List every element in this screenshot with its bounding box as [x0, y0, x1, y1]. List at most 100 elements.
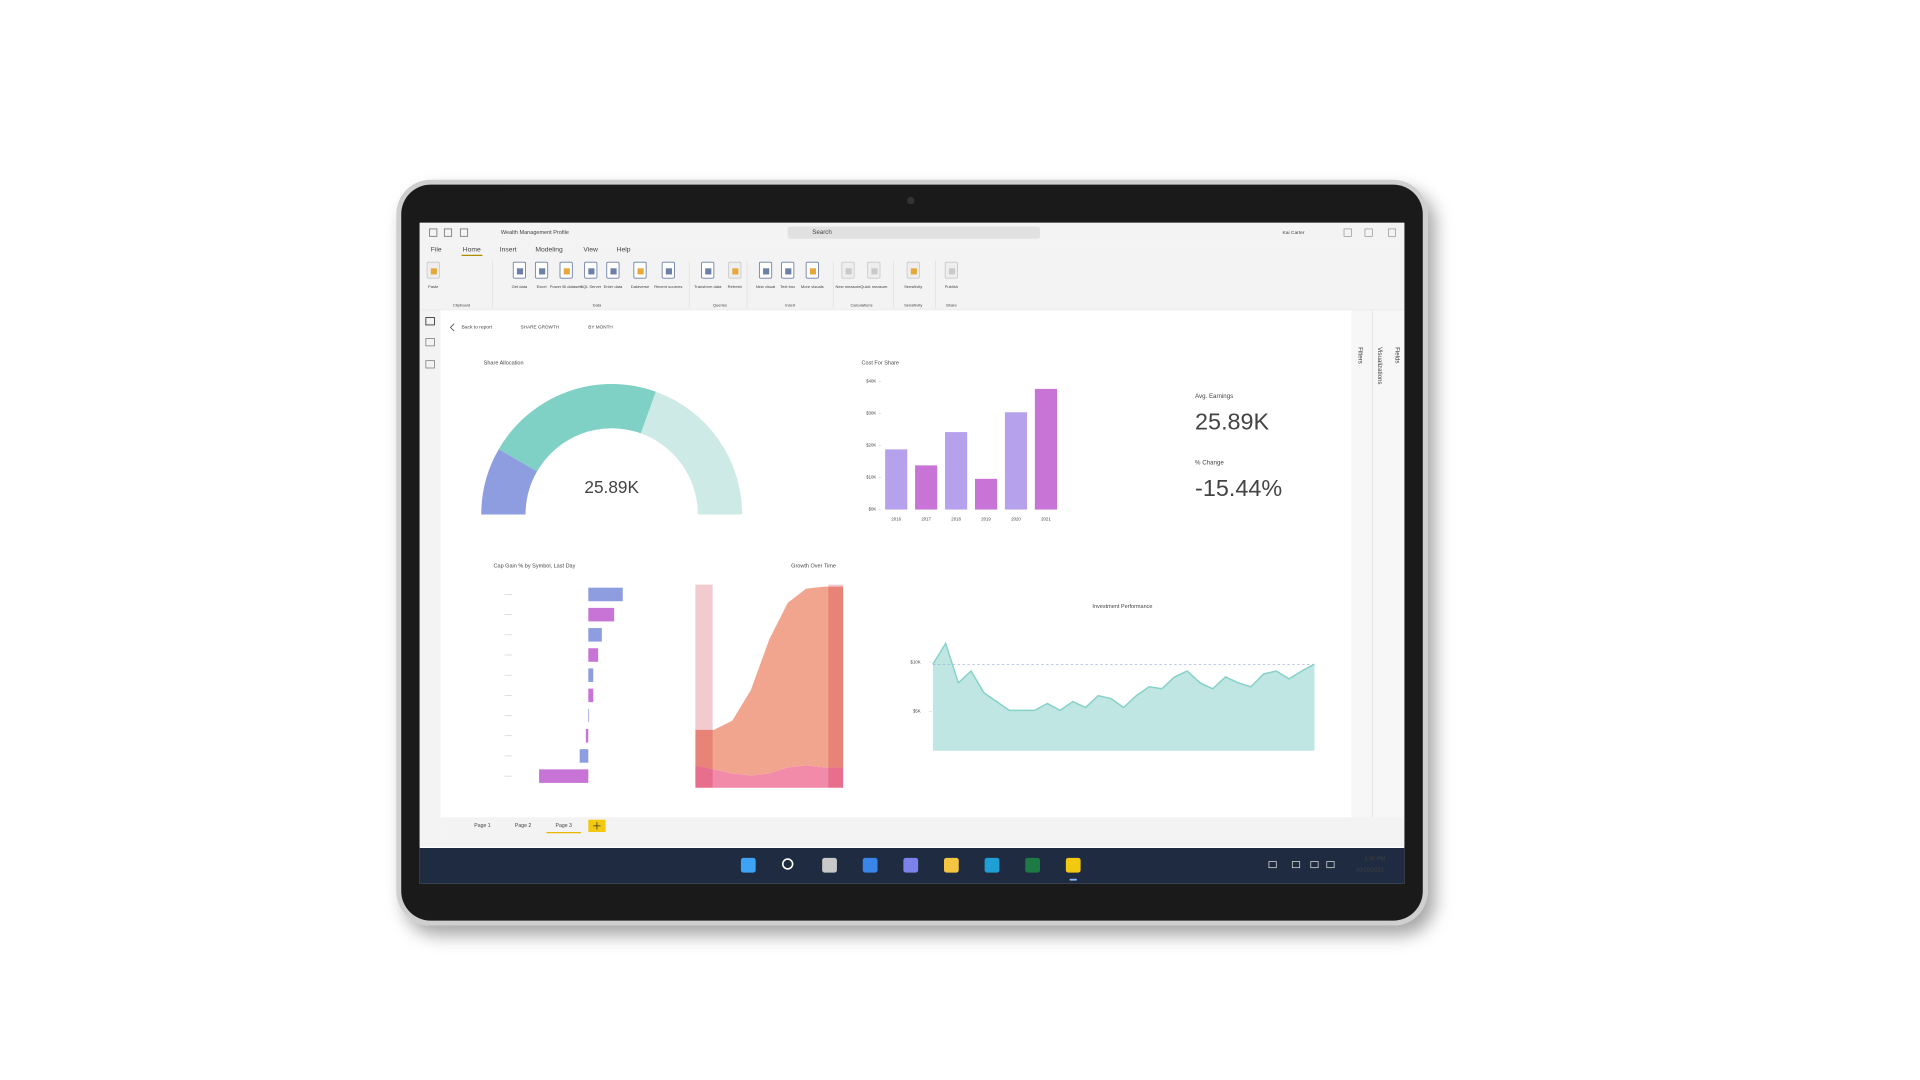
search-placeholder[interactable]: Search — [812, 229, 832, 236]
taskbar-icon-power-bi[interactable] — [1065, 857, 1081, 873]
nav-icon[interactable] — [425, 317, 435, 326]
ribbon-icon-accent — [785, 268, 792, 275]
taskbar-icon-excel[interactable] — [1025, 857, 1040, 873]
y-tick-label: $0K — [869, 507, 877, 512]
bar — [585, 728, 589, 743]
window-title: Wealth Management Profile — [501, 230, 569, 236]
taskbar-icon-explorer[interactable] — [944, 857, 959, 873]
ribbon-group-label: Share — [946, 302, 958, 307]
ribbon-button-label[interactable]: Power BI datasets — [550, 284, 583, 289]
pane-label[interactable]: Fields — [1393, 347, 1400, 363]
page-tab[interactable]: Page 1 — [474, 823, 490, 829]
page-tab-bar — [440, 817, 1405, 847]
kpi-value: 25.89K — [1195, 409, 1269, 435]
taskbar-icon-widgets[interactable] — [862, 857, 878, 873]
bar — [579, 749, 589, 763]
ribbon-button-label[interactable]: Text box — [780, 284, 795, 289]
taskbar-icon-edge[interactable] — [984, 857, 1000, 873]
y-tick-label: $10K — [866, 475, 876, 480]
visual-title: Share Allocation — [484, 361, 524, 367]
window-control[interactable] — [1388, 228, 1396, 237]
ribbon-button-label[interactable]: Recent sources — [654, 284, 682, 289]
taskbar-icon-search[interactable] — [781, 858, 794, 870]
y-tick-label: $20K — [866, 443, 876, 448]
bar — [588, 648, 599, 662]
visual-title: Growth Over Time — [791, 564, 836, 570]
menu-item[interactable]: Help — [617, 247, 631, 254]
search-box[interactable] — [787, 226, 1040, 239]
quick-access-icon[interactable] — [429, 228, 438, 237]
quick-access-icon[interactable] — [443, 228, 453, 237]
window-control[interactable] — [1343, 228, 1352, 237]
ribbon-button-label[interactable]: Refresh — [728, 284, 742, 289]
bar — [974, 478, 998, 510]
pane-label[interactable]: Filters — [1356, 347, 1363, 364]
menu-item[interactable]: Modeling — [535, 247, 563, 254]
active-indicator — [1069, 878, 1077, 881]
menu-item[interactable]: File — [431, 247, 442, 254]
tray-icon[interactable] — [1326, 861, 1335, 869]
ribbon-button-label[interactable]: Enter data — [604, 284, 623, 289]
ribbon-button-label[interactable]: New visual — [756, 284, 776, 289]
x-tick-label: 2016 — [891, 517, 901, 522]
ribbon-button-label[interactable]: Get data — [512, 284, 528, 289]
ribbon-group-label: Data — [593, 302, 602, 307]
bar — [588, 668, 594, 682]
bar — [915, 465, 938, 510]
back-link[interactable]: Back to report — [462, 325, 493, 331]
tray-icon[interactable] — [1268, 861, 1277, 869]
report-tab[interactable]: SHARE GROWTH — [521, 325, 560, 330]
visual-title: Cap Gain % by Symbol, Last Day — [494, 564, 576, 570]
quick-access-icon[interactable] — [459, 228, 469, 237]
ribbon-icon-accent — [845, 268, 852, 275]
back-arrow[interactable] — [449, 323, 455, 332]
ribbon-icon-accent — [516, 268, 524, 275]
add-page-plus[interactable] — [593, 822, 601, 830]
menu-item[interactable]: Home — [463, 247, 481, 254]
gauge-segment — [498, 384, 656, 472]
menu-item[interactable]: Insert — [500, 247, 517, 254]
side-panes — [1351, 310, 1405, 818]
menu-underline — [461, 254, 483, 256]
taskbar-icon-start[interactable] — [740, 857, 756, 873]
ribbon-button-label[interactable]: Quick measure — [860, 284, 888, 289]
ribbon-button-label[interactable]: Excel — [537, 284, 547, 289]
user-name: Kai Carter — [1282, 230, 1304, 236]
bar — [588, 688, 594, 703]
ribbon-button-label[interactable]: Dataverse — [631, 284, 650, 289]
nav-icon[interactable] — [425, 360, 435, 369]
ribbon-button-label[interactable]: SQL Server — [580, 284, 602, 289]
ribbon-button-label[interactable]: More visuals — [801, 284, 824, 289]
taskbar-icon-chat[interactable] — [903, 857, 919, 873]
stream-area — [695, 765, 844, 788]
tray-icon[interactable] — [1291, 861, 1301, 869]
report-tab[interactable]: BY MONTH — [588, 325, 613, 330]
window-control[interactable] — [1364, 228, 1373, 237]
ribbon-group-label: Calculations — [851, 302, 873, 307]
kpi-value: -15.44% — [1195, 475, 1282, 501]
ribbon-icon-accent — [430, 268, 437, 275]
clock-date: 10/20/2021 — [1356, 868, 1384, 874]
ribbon-button-label[interactable]: Publish — [945, 284, 958, 289]
ribbon-button-label[interactable]: Paste — [428, 284, 439, 289]
ribbon-icon-accent — [809, 268, 816, 275]
ribbon-icon-accent — [588, 268, 595, 275]
bar — [588, 708, 590, 723]
taskbar-icon-task-view[interactable] — [822, 857, 837, 873]
pane-label[interactable]: Visualizations — [1376, 347, 1383, 384]
tray-icon[interactable] — [1310, 861, 1319, 869]
ribbon-icon-accent — [637, 268, 644, 275]
ribbon-button-label[interactable]: New measure — [836, 284, 862, 289]
clock-time: 2:30 PM — [1364, 857, 1385, 863]
menu-item[interactable]: View — [583, 247, 598, 254]
ribbon-group-label: Clipboard — [453, 302, 470, 307]
ribbon-button-label[interactable]: Sensitivity — [904, 284, 923, 289]
ribbon-icon-accent — [948, 268, 956, 275]
page-tab[interactable]: Page 2 — [515, 823, 531, 829]
bar — [1034, 388, 1058, 510]
page-tab[interactable]: Page 3 — [556, 823, 572, 829]
nav-icon[interactable] — [425, 338, 435, 347]
ribbon-button-label[interactable]: Transform data — [694, 284, 722, 289]
y-tick-label: $40K — [866, 379, 876, 384]
ribbon-icon-accent — [539, 268, 546, 275]
